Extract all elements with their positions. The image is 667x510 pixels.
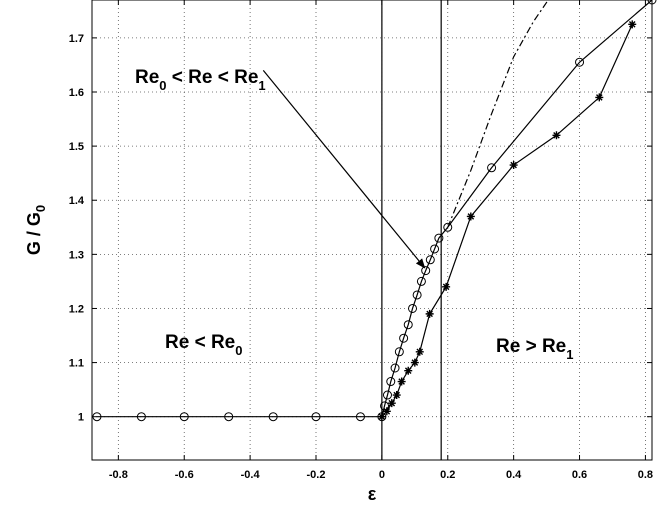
- series-0-point: [386, 377, 396, 387]
- annotation-part: Re > Re: [496, 336, 566, 357]
- x-tick-label: -0.6: [175, 469, 194, 481]
- y-tick-label: 1.4: [69, 195, 85, 207]
- y-tick-label: 1.1: [69, 358, 84, 370]
- series-1-point: [387, 399, 396, 408]
- series-0-point: [179, 412, 189, 422]
- y-axis-label-main: G / G: [24, 212, 44, 255]
- annotation-part: 1: [258, 78, 265, 93]
- y-tick-label: 1.7: [69, 33, 84, 45]
- series-0-point: [394, 347, 404, 357]
- series-0-point: [425, 255, 435, 265]
- series-0-point: [382, 390, 392, 400]
- series-1-point: [404, 366, 413, 375]
- series-1-line: [381, 24, 633, 418]
- x-tick-label: -0.2: [307, 469, 326, 481]
- series-0-point: [416, 276, 426, 286]
- annotation-part: Re: [135, 67, 159, 88]
- series-layer: [92, 0, 657, 422]
- x-tick-label: 0.4: [506, 469, 522, 481]
- series-1-point: [552, 131, 561, 140]
- x-axis-label: ε: [368, 484, 377, 504]
- annotation-part: 0: [235, 343, 242, 358]
- series-0-point: [408, 303, 418, 313]
- annotation-part: 0: [159, 78, 166, 93]
- series-0-point: [92, 412, 102, 422]
- arrow: [262, 69, 426, 269]
- series-0-point: [412, 290, 422, 300]
- annotation-arrow-line: [262, 69, 426, 269]
- series-0-point: [647, 0, 657, 5]
- series-1-point: [377, 412, 386, 421]
- series-0-point: [443, 222, 453, 232]
- series-0-point: [403, 320, 413, 330]
- series-0-point: [430, 244, 440, 254]
- annotation-high-regime: Re > Re1: [496, 336, 573, 362]
- series-0-point: [136, 412, 146, 422]
- series-1-point: [425, 309, 434, 318]
- series-1-point: [415, 347, 424, 356]
- x-tick-label: -0.8: [109, 469, 128, 481]
- series-0-point: [311, 412, 321, 422]
- series-0-point: [575, 57, 585, 67]
- series-0-point: [434, 233, 444, 243]
- y-tick-label: 1.5: [69, 141, 84, 153]
- series-0-point: [390, 363, 400, 373]
- series-1-point: [595, 93, 604, 102]
- x-tick-label: 0.2: [440, 469, 455, 481]
- plot-frame: [91, 0, 653, 461]
- series-0-point: [355, 412, 365, 422]
- series-1-point: [392, 391, 401, 400]
- series-1-point: [382, 407, 391, 416]
- y-axis-label: G / G0: [24, 205, 48, 255]
- x-tick-label: -0.4: [241, 469, 261, 481]
- series-0-point: [399, 333, 409, 343]
- series-2-line: [447, 0, 549, 228]
- y-axis-label-sub: 0: [33, 205, 48, 212]
- annotation-part: Re < Re: [165, 332, 235, 353]
- x-tick-label: 0: [379, 469, 385, 481]
- series-0-point: [224, 412, 234, 422]
- series-1-point: [442, 282, 451, 291]
- y-ticks: 1 1.1 1.2 1.3 1.4 1.5 1.6 1.7: [69, 33, 652, 424]
- annotation-middle-regime: Re0 < Re < Re1: [135, 67, 266, 93]
- y-tick-label: 1: [78, 412, 84, 424]
- y-tick-label: 1.2: [69, 303, 84, 315]
- series-1-point: [397, 377, 406, 386]
- annotation-part: 1: [566, 347, 573, 362]
- annotation-low-regime: Re < Re0: [165, 332, 242, 358]
- series-1-point: [628, 20, 637, 29]
- series-0-point: [487, 163, 497, 173]
- x-tick-label: 0.8: [638, 469, 653, 481]
- y-tick-label: 1.3: [69, 249, 84, 261]
- series-1-point: [466, 212, 475, 221]
- y-tick-label: 1.6: [69, 87, 84, 99]
- series-0-point: [268, 412, 278, 422]
- annotation-part: < Re < Re: [167, 67, 259, 88]
- series-1-point: [509, 161, 518, 170]
- series-1-point: [410, 358, 419, 367]
- x-tick-label: 0.6: [572, 469, 587, 481]
- vertical-lines: [381, 0, 442, 460]
- series-0-point: [421, 266, 431, 276]
- series-0-line: [96, 0, 653, 418]
